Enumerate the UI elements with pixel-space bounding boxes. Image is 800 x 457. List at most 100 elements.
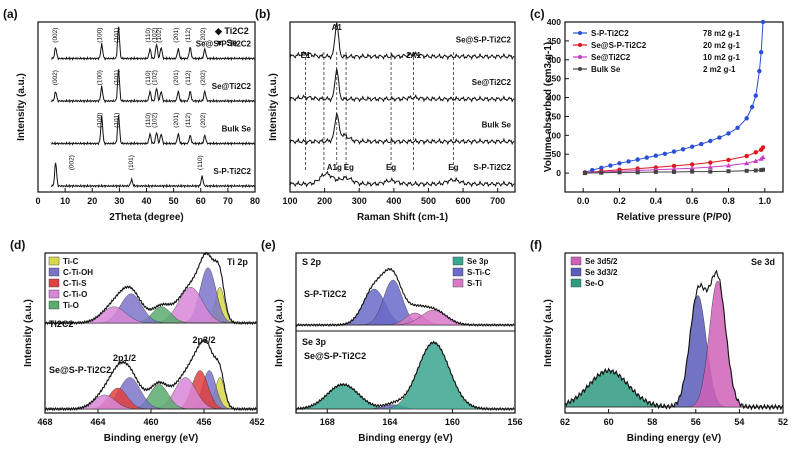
panel-label: (f) — [530, 238, 542, 252]
legend-area: 10 m2 g-1 — [703, 53, 740, 62]
plot-frame — [295, 252, 516, 414]
x-tick-label: 1.0 — [759, 196, 772, 206]
legend-label: C-Ti-O — [63, 290, 87, 299]
x-axis-label: Relative pressure (P/P0) — [617, 212, 732, 223]
hkl-label: (100) — [97, 113, 104, 128]
hkl-label: (110) — [145, 113, 152, 128]
legend-area: 78 m2 g-1 — [703, 29, 740, 38]
legend-label: C-Ti-OH — [63, 268, 93, 277]
legend-swatch — [452, 267, 464, 277]
x-tick-label: 460 — [143, 417, 158, 427]
data-point — [707, 164, 713, 170]
data-point — [753, 93, 758, 98]
x-tick-label: 300 — [352, 196, 367, 206]
legend-swatch — [452, 278, 464, 288]
hkl-label: (201) — [173, 70, 180, 85]
hkl-label: (002) — [52, 28, 59, 43]
data-point — [653, 153, 659, 158]
xrd-trace — [51, 162, 256, 189]
y-axis-label: Intensity (a.u.) — [274, 299, 285, 367]
raman-trace — [289, 68, 515, 103]
x-tick-label: 100 — [282, 196, 297, 206]
data-point — [689, 144, 695, 149]
legend-label: Ti-O — [63, 301, 79, 310]
plot-frame — [564, 252, 784, 414]
x-tick-label: 0.2 — [613, 196, 626, 206]
data-point — [635, 157, 640, 162]
x-tick-label: 10 — [60, 196, 70, 206]
envelope-trace — [564, 269, 784, 411]
hkl-label: (102) — [152, 113, 159, 128]
legend-swatch — [452, 256, 464, 266]
legend-item: ◆ Ti2C2 — [214, 26, 249, 36]
data-point — [626, 159, 631, 164]
legend-swatch — [570, 267, 582, 277]
hkl-label: (112) — [185, 28, 192, 43]
data-point — [672, 169, 676, 174]
mode-label: Eg — [386, 163, 396, 172]
x-tick-label: 500 — [421, 196, 436, 206]
hkl-label: (202) — [200, 113, 207, 128]
y-axis-label: Intensity (a.u.) — [268, 73, 279, 141]
data-point — [744, 116, 749, 121]
legend-swatch — [48, 256, 60, 266]
data-point — [671, 163, 677, 169]
panel-label: (e) — [261, 238, 276, 252]
hkl-label: (201) — [173, 28, 180, 43]
data-point — [662, 151, 668, 157]
data-point — [717, 135, 722, 140]
mode-label: A1g — [327, 163, 342, 172]
hkl-label: (112) — [185, 70, 192, 85]
data-point — [671, 166, 677, 171]
data-point — [690, 169, 695, 174]
x-tick-label: 40 — [141, 196, 151, 206]
panel-f: 62 60 58 56 54 52 Binding energy (eV) Intensity… — [530, 238, 788, 444]
data-point — [726, 157, 731, 163]
x-axis-label: 2Theta (degree) — [109, 212, 183, 223]
series-label: Se@S-P-Ti2C2 — [456, 36, 512, 45]
envelope-trace — [295, 267, 515, 327]
data-point — [726, 163, 731, 168]
x-tick-label: 0.6 — [686, 196, 699, 206]
data-point — [708, 169, 713, 174]
x-tick-label: 452 — [249, 417, 264, 427]
panel-label: (d) — [10, 238, 25, 252]
data-point — [680, 147, 686, 152]
x-tick-label: 700 — [490, 196, 505, 206]
x-axis-label: Binding energy (eV) — [627, 433, 721, 444]
data-point — [744, 168, 749, 173]
x-tick-label: 58 — [647, 417, 657, 427]
data-point — [582, 171, 587, 176]
data-point — [599, 170, 604, 175]
hkl-label: (202) — [200, 28, 207, 43]
raman-trace — [289, 170, 515, 188]
x-tick-label: 400 — [386, 196, 401, 206]
x-tick-label: 468 — [37, 417, 52, 427]
hkl-label: (101) — [114, 70, 121, 85]
hkl-label: (101) — [114, 113, 121, 128]
x-tick-label: 464 — [90, 417, 105, 427]
panel-label: (c) — [530, 7, 545, 21]
legend-label: Ti-C — [63, 257, 79, 266]
data-point — [590, 167, 595, 173]
hkl-label: (110) — [197, 155, 204, 170]
x-tick-label: 30 — [114, 196, 124, 206]
hkl-label: (100) — [97, 28, 104, 43]
series-label: Se@Ti2C2 — [212, 82, 252, 91]
legend-swatch — [48, 300, 60, 310]
x-tick-label: 600 — [456, 196, 471, 206]
data-point — [761, 167, 766, 172]
raman-trace — [289, 112, 515, 146]
data-point — [608, 163, 613, 168]
data-point — [726, 169, 731, 174]
legend-swatch — [48, 267, 60, 277]
panel-b: 100 200 300 400 500 600 700 Raman Shift (cm-1) I… — [255, 7, 516, 223]
legend-label: Se 3d3/2 — [585, 268, 618, 277]
legend-swatch — [570, 256, 582, 266]
x-tick-label: 0.8 — [722, 196, 735, 206]
y-tick-label: 250 — [547, 74, 561, 84]
legend-label: Se@S-P-Ti2C2 — [591, 41, 647, 50]
core-level-tag: Se 3d — [751, 257, 775, 267]
series-label: Bulk Se — [482, 121, 512, 130]
